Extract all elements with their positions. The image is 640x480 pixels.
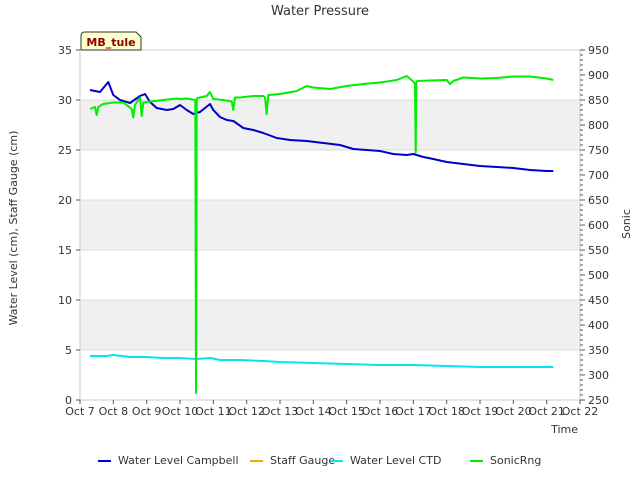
x-tick-label: Oct 20: [495, 405, 532, 418]
x-tick-label: Oct 13: [262, 405, 299, 418]
y2-tick-label: 400: [588, 319, 609, 332]
series-line-sonicrng: [89, 75, 554, 394]
y2-tick-label: 300: [588, 369, 609, 382]
left-axis: 0 5 10 15 20 25 30 35: [58, 44, 80, 407]
x-tick-label: Oct 10: [162, 405, 199, 418]
x-tick-label: Oct 17: [395, 405, 432, 418]
y-tick-label: 35: [58, 44, 72, 57]
y2-tick-label: 750: [588, 144, 609, 157]
station-label-box: [80, 31, 142, 51]
y-tick-label: 5: [65, 344, 72, 357]
x-tick-label: Oct 22: [562, 405, 599, 418]
grid-band: [80, 300, 580, 350]
y-tick-label: 30: [58, 94, 72, 107]
y2-axis-label: Sonic: [620, 209, 633, 239]
y2-tick-label: 700: [588, 169, 609, 182]
y2-tick-label: 550: [588, 244, 609, 257]
y2-tick-label: 600: [588, 219, 609, 232]
y2-tick-label: 950: [588, 44, 609, 57]
x-tick-label: Oct 16: [362, 405, 399, 418]
legend-item-water-level-ctd: Water Level CTD: [330, 454, 441, 467]
y-tick-label: 10: [58, 294, 72, 307]
x-tick-label: Oct 18: [428, 405, 465, 418]
y2-tick-label: 350: [588, 344, 609, 357]
right-axis: 250 300 350 400 450 500 550 600 650 700 750 800 850 9…: [580, 44, 609, 407]
x-axis-label: Time: [550, 423, 578, 436]
legend-label: Water Level CTD: [350, 454, 441, 467]
y2-tick-label: 800: [588, 119, 609, 132]
y-tick-label: 15: [58, 244, 72, 257]
y2-tick-label: 450: [588, 294, 609, 307]
y2-tick-label: 250: [588, 394, 609, 407]
legend-label: Water Level Campbell: [118, 454, 239, 467]
y2-tick-label: 900: [588, 69, 609, 82]
station-label-badge: MB_tule: [80, 31, 142, 51]
legend-item-staff-gauge: Staff Gauge: [250, 454, 335, 467]
legend: Water Level Campbell Staff Gauge Water Lev…: [98, 454, 541, 467]
y-tick-label: 25: [58, 144, 72, 157]
x-tick-label: Oct 12: [228, 405, 265, 418]
x-tick-label: Oct 7: [65, 405, 95, 418]
y2-tick-label: 500: [588, 269, 609, 282]
legend-label: Staff Gauge: [270, 454, 335, 467]
series-line-water-level-ctd: [90, 354, 554, 368]
x-tick-label: Oct 8: [99, 405, 129, 418]
y-tick-label: 20: [58, 194, 72, 207]
x-tick-label: Oct 19: [462, 405, 499, 418]
legend-item-sonicrng: SonicRng: [470, 454, 541, 467]
y2-tick-label: 650: [588, 194, 609, 207]
x-tick-label: Oct 11: [195, 405, 232, 418]
series-line-water-level-campbell: [89, 81, 554, 172]
y-axis-label: Water Level (cm), Staff Gauge (cm): [7, 131, 20, 326]
legend-label: SonicRng: [490, 454, 541, 467]
station-label-text: MB_tule: [86, 36, 135, 49]
y-tick-label: 0: [65, 394, 72, 407]
x-tick-label: Oct 9: [132, 405, 162, 418]
chart-title: Water Pressure: [271, 4, 369, 19]
plot-background: [80, 50, 580, 400]
x-tick-label: Oct 15: [328, 405, 365, 418]
series-layer: [89, 75, 554, 394]
x-tick-label: Oct 14: [295, 405, 332, 418]
x-tick-label: Oct 21: [528, 405, 565, 418]
grid-band: [80, 200, 580, 250]
y2-tick-label: 850: [588, 94, 609, 107]
legend-item-water-level-campbell: Water Level Campbell: [98, 454, 239, 467]
